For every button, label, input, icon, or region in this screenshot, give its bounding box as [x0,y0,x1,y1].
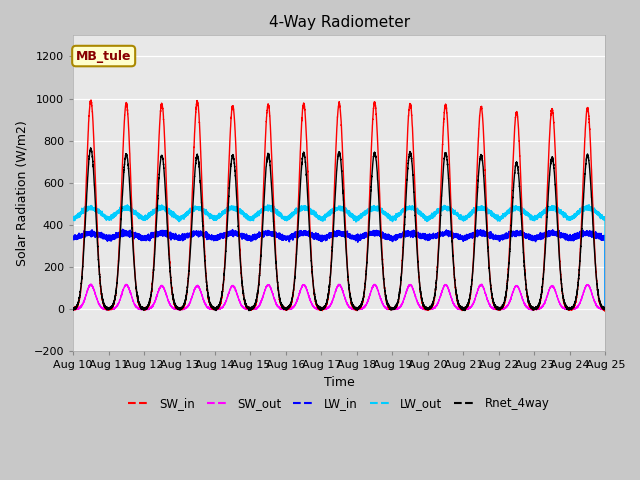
Text: MB_tule: MB_tule [76,49,131,62]
Title: 4-Way Radiometer: 4-Way Radiometer [269,15,410,30]
Y-axis label: Solar Radiation (W/m2): Solar Radiation (W/m2) [15,120,28,266]
Legend: SW_in, SW_out, LW_in, LW_out, Rnet_4way: SW_in, SW_out, LW_in, LW_out, Rnet_4way [124,392,555,415]
X-axis label: Time: Time [324,376,355,389]
